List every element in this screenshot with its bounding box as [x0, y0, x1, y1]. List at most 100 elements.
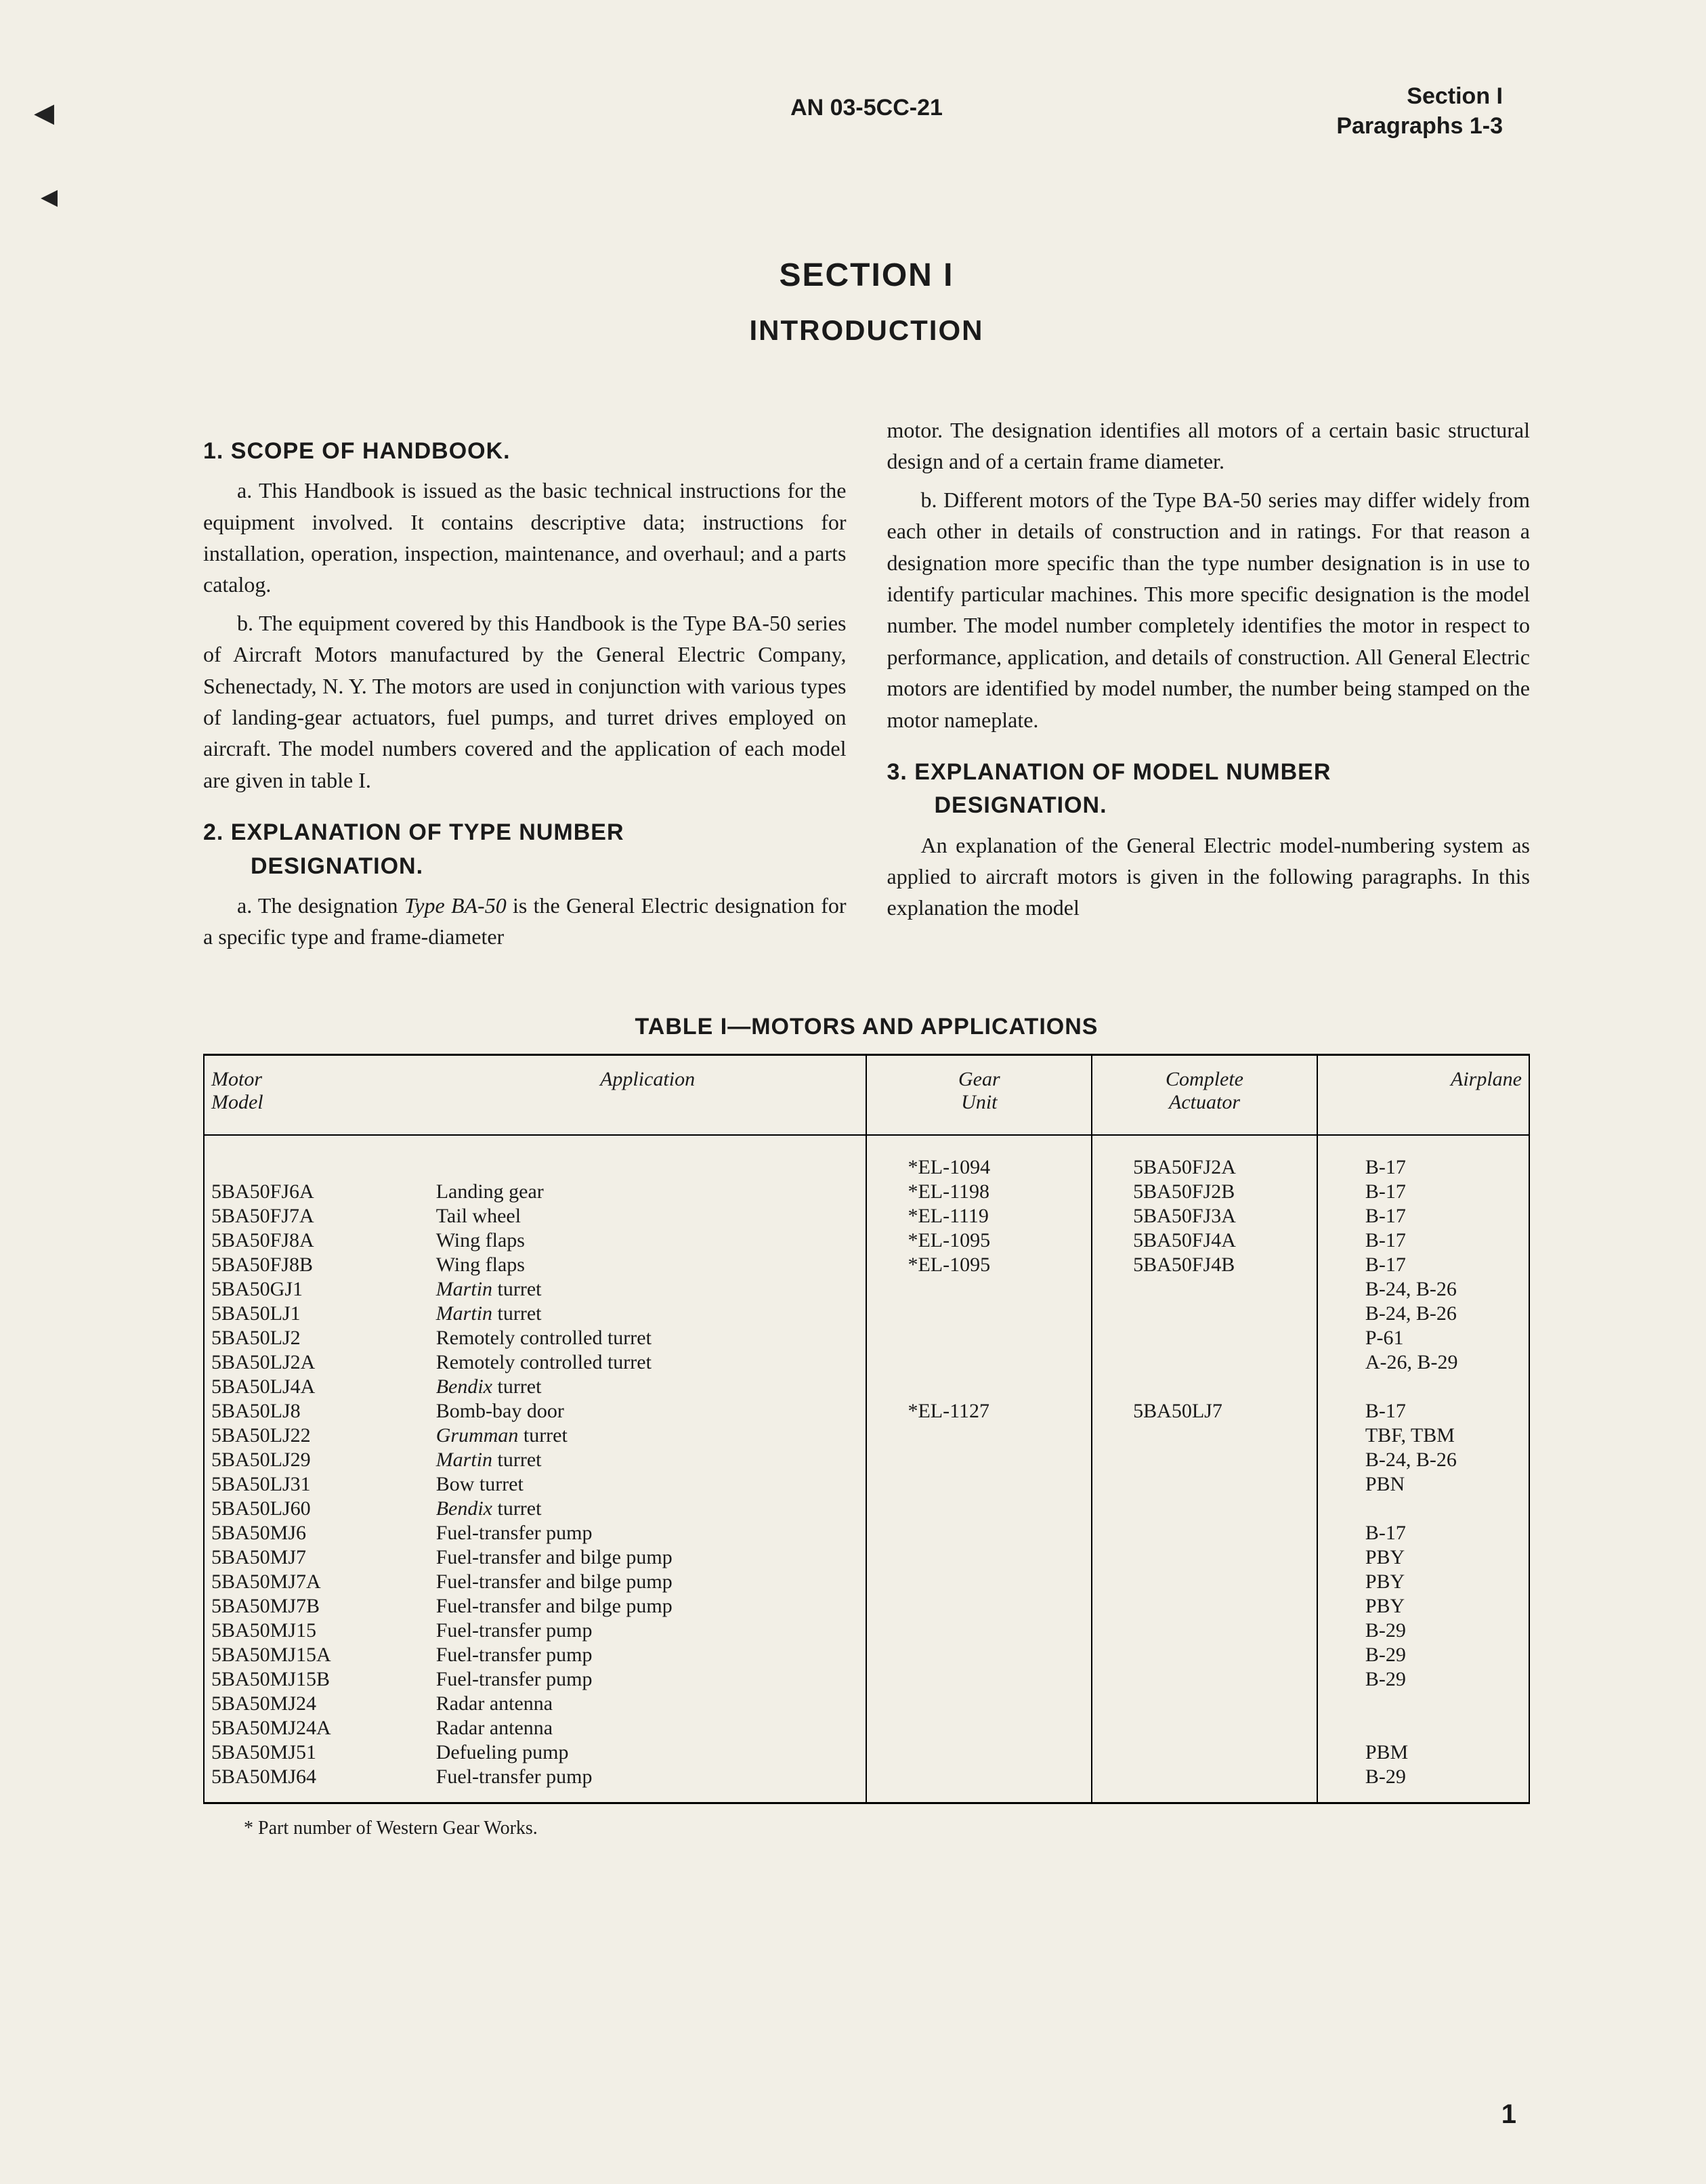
table-row: 5BA50LJ2Remotely controlled turretP-61	[204, 1326, 1529, 1350]
cell-actuator: 5BA50FJ4B	[1092, 1253, 1317, 1277]
col-gear-unit: Gear Unit	[866, 1054, 1092, 1135]
cell-gear	[866, 1472, 1092, 1497]
heading-line1: 3. EXPLANATION OF MODEL NUMBER	[887, 759, 1331, 785]
cell-application: Fuel-transfer pump	[429, 1667, 867, 1692]
cell-model: 5BA50LJ8	[204, 1399, 429, 1423]
cell-airplane: B-24, B-26	[1317, 1448, 1529, 1472]
cell-actuator	[1092, 1497, 1317, 1521]
para-2a: a. The designation Type BA-50 is the Gen…	[203, 890, 847, 953]
cell-actuator	[1092, 1716, 1317, 1740]
cell-gear	[866, 1765, 1092, 1803]
cell-gear	[866, 1326, 1092, 1350]
heading-line1: 2. EXPLANATION OF TYPE NUMBER	[203, 819, 624, 845]
cell-model: 5BA50LJ29	[204, 1448, 429, 1472]
cell-application: Fuel-transfer and bilge pump	[429, 1594, 867, 1619]
cell-application: Landing gear	[429, 1180, 867, 1204]
cell-model: 5BA50FJ7A	[204, 1204, 429, 1228]
cell-actuator	[1092, 1740, 1317, 1765]
cell-gear: *EL-1127	[866, 1399, 1092, 1423]
cell-application: Fuel-transfer and bilge pump	[429, 1570, 867, 1594]
paragraphs-label: Paragraphs 1-3	[1336, 111, 1503, 141]
cell-model: 5BA50MJ7B	[204, 1594, 429, 1619]
para-2a-cont: motor. The designation identifies all mo…	[887, 414, 1531, 477]
table-row: 5BA50MJ51Defueling pumpPBM	[204, 1740, 1529, 1765]
cell-airplane: B-17	[1317, 1180, 1529, 1204]
cell-gear: *EL-1095	[866, 1228, 1092, 1253]
cell-actuator: 5BA50FJ3A	[1092, 1204, 1317, 1228]
table-row: 5BA50LJ29Martin turretB-24, B-26	[204, 1448, 1529, 1472]
cell-application: Radar antenna	[429, 1716, 867, 1740]
table-row: 5BA50MJ24ARadar antenna	[204, 1716, 1529, 1740]
cell-airplane: B-24, B-26	[1317, 1277, 1529, 1302]
table-row: 5BA50GJ1Martin turretB-24, B-26	[204, 1277, 1529, 1302]
cell-application: Fuel-transfer pump	[429, 1619, 867, 1643]
table-row: 5BA50MJ24Radar antenna	[204, 1692, 1529, 1716]
cell-airplane: PBY	[1317, 1570, 1529, 1594]
section-label: Section I	[1336, 81, 1503, 111]
table-row: *EL-10945BA50FJ2AB-17	[204, 1135, 1529, 1180]
table-row: 5BA50LJ4ABendix turret	[204, 1375, 1529, 1399]
table-row: 5BA50MJ7AFuel-transfer and bilge pump PBY	[204, 1570, 1529, 1594]
cell-application: Martin turret	[429, 1277, 867, 1302]
table-row: 5BA50LJ31Bow turretPBN	[204, 1472, 1529, 1497]
table-row: 5BA50MJ64Fuel-transfer pumpB-29	[204, 1765, 1529, 1803]
cell-gear	[866, 1692, 1092, 1716]
cell-actuator	[1092, 1692, 1317, 1716]
cell-actuator	[1092, 1521, 1317, 1545]
cell-application: Fuel-transfer and bilge pump	[429, 1545, 867, 1570]
cell-airplane	[1317, 1375, 1529, 1399]
cell-gear	[866, 1570, 1092, 1594]
cell-actuator: 5BA50FJ2B	[1092, 1180, 1317, 1204]
cell-actuator	[1092, 1667, 1317, 1692]
cell-model: 5BA50LJ31	[204, 1472, 429, 1497]
cell-model: 5BA50LJ1	[204, 1302, 429, 1326]
left-column: 1. SCOPE OF HANDBOOK. a. This Handbook i…	[203, 414, 847, 960]
cell-airplane: B-17	[1317, 1399, 1529, 1423]
para-2a-pre: a. The designation	[237, 893, 404, 918]
cell-model: 5BA50MJ64	[204, 1765, 429, 1803]
table-row: 5BA50MJ7BFuel-transfer and bilge pump PBY	[204, 1594, 1529, 1619]
cell-airplane: B-24, B-26	[1317, 1302, 1529, 1326]
table-row: 5BA50FJ8AWing flaps*EL-10955BA50FJ4AB-17	[204, 1228, 1529, 1253]
cell-gear: *EL-1119	[866, 1204, 1092, 1228]
cell-model	[204, 1135, 429, 1180]
table-row: 5BA50LJ8Bomb-bay door*EL-11275BA50LJ7B-1…	[204, 1399, 1529, 1423]
cell-actuator: 5BA50LJ7	[1092, 1399, 1317, 1423]
cell-application: Fuel-transfer pump	[429, 1765, 867, 1803]
right-column: motor. The designation identifies all mo…	[887, 414, 1531, 960]
table-row: 5BA50MJ6Fuel-transfer pumpB-17	[204, 1521, 1529, 1545]
cell-airplane: PBY	[1317, 1594, 1529, 1619]
doc-code: AN 03-5CC-21	[203, 95, 1530, 121]
cell-gear	[866, 1740, 1092, 1765]
section-number-heading: SECTION I	[203, 257, 1530, 294]
cell-gear: *EL-1095	[866, 1253, 1092, 1277]
cell-model: 5BA50MJ51	[204, 1740, 429, 1765]
cell-application: Wing flaps	[429, 1253, 867, 1277]
col-motor-model: Motor Model	[204, 1054, 429, 1135]
cell-model: 5BA50FJ8B	[204, 1253, 429, 1277]
cell-airplane: B-17	[1317, 1253, 1529, 1277]
col-complete-actuator: Complete Actuator	[1092, 1054, 1317, 1135]
cell-airplane	[1317, 1497, 1529, 1521]
table-header-row: Motor Model Application Gear Unit Comple…	[204, 1054, 1529, 1135]
cell-application: Wing flaps	[429, 1228, 867, 1253]
cell-airplane: TBF, TBM	[1317, 1423, 1529, 1448]
cell-model: 5BA50MJ15A	[204, 1643, 429, 1667]
cell-gear	[866, 1423, 1092, 1448]
cell-airplane: B-17	[1317, 1135, 1529, 1180]
heading-model-number: 3. EXPLANATION OF MODEL NUMBER DESIGNATI…	[887, 756, 1531, 823]
cell-model: 5BA50MJ7A	[204, 1570, 429, 1594]
two-column-body: 1. SCOPE OF HANDBOOK. a. This Handbook i…	[203, 414, 1530, 960]
cell-airplane: B-29	[1317, 1667, 1529, 1692]
cell-gear	[866, 1521, 1092, 1545]
cell-actuator	[1092, 1277, 1317, 1302]
scan-artifact: ◂	[41, 176, 58, 215]
cell-application: Fuel-transfer pump	[429, 1521, 867, 1545]
col-airplane: Airplane	[1317, 1054, 1529, 1135]
cell-gear: *EL-1198	[866, 1180, 1092, 1204]
cell-airplane: PBN	[1317, 1472, 1529, 1497]
scan-artifact: ◂	[34, 88, 54, 135]
cell-airplane	[1317, 1692, 1529, 1716]
cell-gear: *EL-1094	[866, 1135, 1092, 1180]
cell-application	[429, 1135, 867, 1180]
